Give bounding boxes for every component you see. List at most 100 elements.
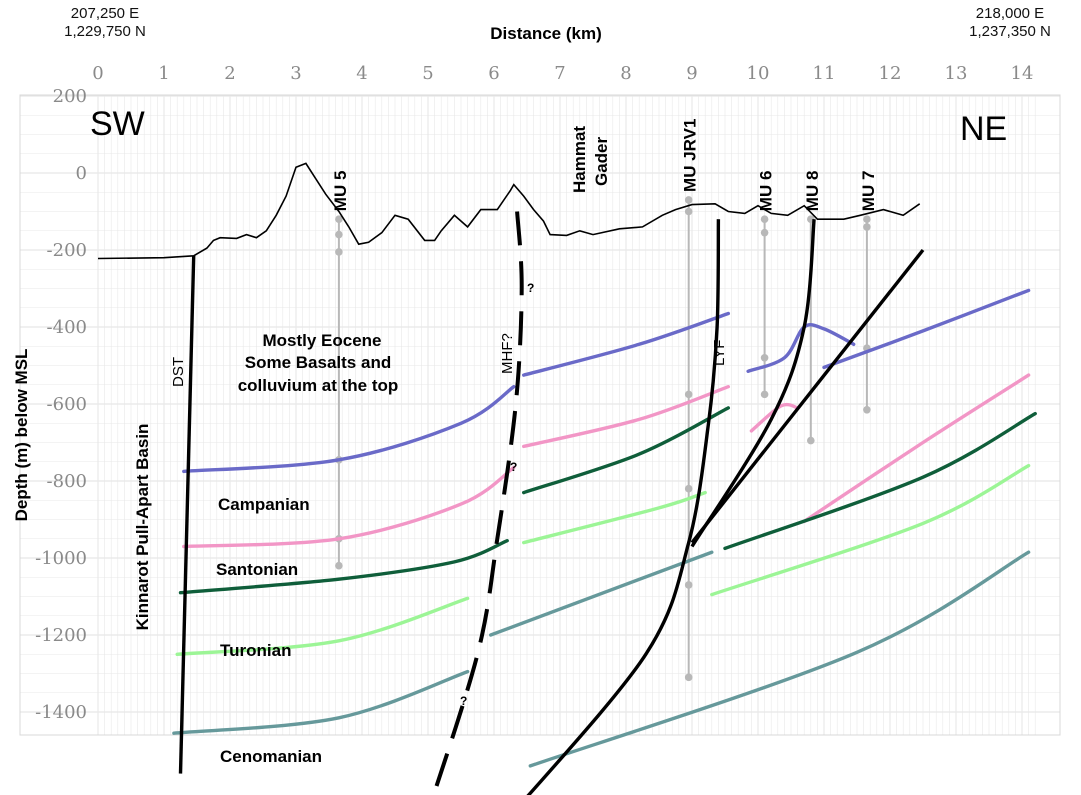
fault-line (526, 219, 721, 795)
hammat-label-line1: Hammat (570, 126, 589, 193)
direction-sw: SW (90, 105, 145, 143)
y-tick-label: -800 (47, 471, 87, 492)
sw-easting: 207,250 E (70, 5, 140, 22)
santonian-label: Santonian (216, 560, 298, 579)
x-tick-label: 13 (945, 63, 968, 84)
x-tick-labels: 0 1 2 3 4 5 6 7 8 9 10 11 12 13 14 (92, 63, 1033, 84)
y-tick-label: -400 (47, 317, 87, 338)
fault-line (178, 255, 196, 774)
well-marker (760, 228, 769, 237)
campanian-label: Campanian (218, 495, 310, 514)
eocene-label-line2: Some Basalts and (245, 353, 391, 372)
well-marker (760, 215, 769, 223)
x-tick-label: 2 (224, 63, 235, 84)
well-label: MU JRV1 (681, 119, 700, 192)
horizon-segment (802, 373, 1031, 524)
stratigraphic-horizons (172, 288, 1037, 768)
topography-profile (97, 162, 921, 260)
horizon-segment (522, 385, 730, 449)
horizon-segment (175, 596, 470, 656)
well-marker (684, 484, 693, 493)
horizon-segment (749, 402, 800, 433)
y-tick-labels: 200 0 -200 -400 -600 -800 -1000 -1200 -1400 (35, 86, 87, 723)
fault-line (690, 248, 925, 544)
ne-corner-coordinates: 218,000 E 1,237,350 N (945, 5, 1075, 41)
well-labels: MU 5 MU JRV1 MU 6 MU 8 MU 7 (331, 119, 878, 212)
sw-northing: 1,229,750 N (64, 23, 146, 40)
x-tick-label: 7 (554, 63, 565, 84)
horizon-segment (489, 550, 714, 637)
horizon-segment (172, 669, 470, 735)
question-mark-2: ? (510, 460, 517, 474)
well-label: MU 7 (859, 171, 878, 212)
horizon-segment (528, 550, 1031, 768)
lyf-fault-label: LYF (711, 340, 728, 366)
horizon-segment (182, 465, 516, 549)
dst-fault-label: DST (170, 357, 187, 387)
well-marker (863, 405, 871, 414)
sw-corner-coordinates: 207,250 E 1,229,750 N (40, 5, 170, 41)
well-marker (684, 673, 693, 682)
horizon-segment (178, 539, 509, 595)
x-tick-label: 14 (1011, 63, 1034, 84)
x-tick-label: 11 (813, 63, 836, 84)
well-marker (760, 354, 769, 362)
y-tick-label: -200 (47, 240, 87, 261)
y-tick-label: 0 (76, 163, 87, 184)
fault-line (690, 219, 816, 548)
x-tick-label: 12 (879, 63, 902, 84)
plot-frame (19, 94, 1061, 736)
x-tick-label: 10 (747, 63, 770, 84)
well-marker (684, 390, 693, 399)
horizon-segment (522, 311, 730, 377)
well-marker (807, 436, 815, 445)
well-marker (684, 196, 693, 204)
well-label: MU 8 (803, 171, 822, 212)
x-tick-label: 1 (158, 63, 169, 84)
ne-easting: 218,000 E (975, 5, 1045, 22)
question-mark-3: ? (460, 694, 467, 708)
x-axis-title: Distance (km) (490, 24, 601, 43)
y-tick-label: 200 (53, 86, 87, 107)
eocene-label-line1: Mostly Eocene (262, 331, 381, 350)
faults (178, 211, 925, 795)
horizon-segment (522, 490, 707, 545)
y-tick-label: -600 (47, 394, 87, 415)
question-mark-1: ? (527, 281, 534, 295)
ne-northing: 1,237,350 N (969, 23, 1051, 40)
well-marker (760, 390, 769, 399)
well-marker (684, 581, 693, 589)
horizon-segment (822, 288, 1031, 370)
x-tick-label: 3 (290, 63, 301, 84)
y-tick-label: -1400 (35, 702, 87, 723)
y-tick-label: -1000 (35, 548, 87, 569)
well-marker (863, 223, 871, 231)
horizon-segment (182, 385, 516, 474)
eocene-label-line3: colluvium at the top (238, 376, 399, 395)
well-label: MU 5 (331, 171, 350, 212)
fault-line (431, 211, 524, 795)
well-marker (684, 207, 693, 216)
well-marker (335, 215, 343, 223)
mhf-fault-label: MHF? (499, 333, 516, 374)
x-tick-label: 5 (422, 63, 433, 84)
x-tick-label: 9 (686, 63, 697, 84)
well-marker (335, 561, 343, 570)
x-tick-label: 8 (620, 63, 631, 84)
well-marker (335, 248, 343, 256)
y-tick-label: -1200 (35, 625, 87, 646)
well-label: MU 6 (757, 171, 776, 212)
hammat-label-line2: Gader (592, 136, 611, 186)
well-marker (863, 215, 871, 223)
horizon-segment (723, 411, 1037, 551)
basin-label: Kinnarot Pull-Apart Basin (133, 424, 152, 631)
x-tick-label: 6 (488, 63, 499, 84)
well-marker (335, 230, 343, 239)
grid (20, 95, 1060, 735)
horizon-segment (710, 463, 1031, 597)
cenomanian-label: Cenomanian (220, 747, 322, 766)
x-tick-label: 0 (92, 63, 103, 84)
direction-ne: NE (960, 110, 1007, 148)
y-axis-title: Depth (m) below MSL (12, 349, 31, 522)
